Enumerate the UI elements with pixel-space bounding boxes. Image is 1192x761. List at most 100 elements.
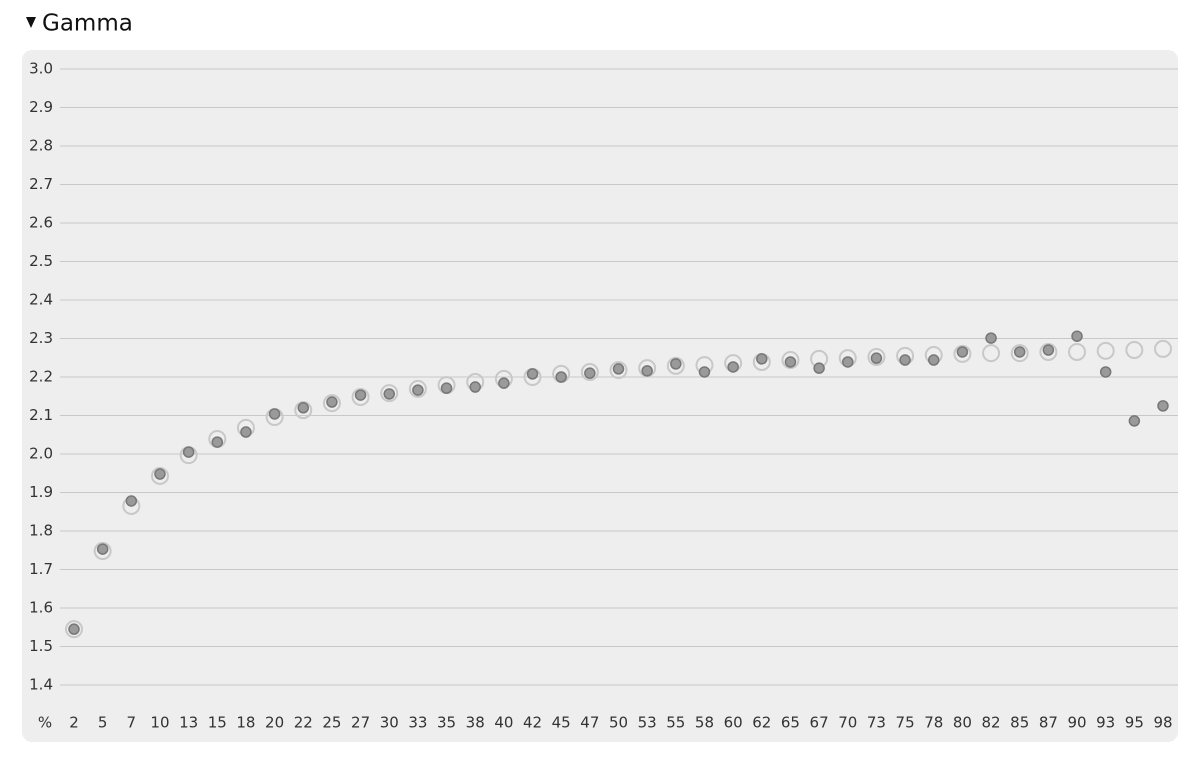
measured-point <box>727 361 739 373</box>
x-tick-label: 35 <box>437 714 456 732</box>
y-tick-label: 1.8 <box>29 522 53 540</box>
y-tick-label: 2.1 <box>29 406 53 424</box>
x-tick-label: 93 <box>1096 714 1115 732</box>
measured-point <box>240 426 252 438</box>
target-point <box>1154 339 1172 358</box>
target-point <box>93 542 112 561</box>
y-tick-label: 1.4 <box>29 676 53 694</box>
y-tick-label: 1.7 <box>29 560 53 578</box>
measured-point <box>927 354 940 366</box>
x-tick-label: 27 <box>351 714 370 732</box>
measured-point <box>584 367 596 379</box>
measured-point <box>612 363 625 375</box>
x-tick-label: 25 <box>322 714 341 732</box>
target-point <box>1125 341 1144 360</box>
x-tick-label: 87 <box>1039 714 1058 732</box>
measured-point <box>125 495 138 507</box>
measured-point <box>297 402 310 414</box>
measured-point <box>1099 366 1112 378</box>
measured-point <box>1128 415 1141 427</box>
target-point <box>781 351 800 370</box>
target-point <box>351 388 370 407</box>
measured-point <box>555 371 567 383</box>
target-point <box>982 344 1001 363</box>
x-tick-label: 70 <box>838 714 857 732</box>
x-tick-label: 20 <box>265 714 284 732</box>
x-tick-label: 98 <box>1153 714 1172 732</box>
x-tick-label: 38 <box>466 714 485 732</box>
x-tick-label: 10 <box>150 714 169 732</box>
x-tick-label: 95 <box>1125 714 1144 732</box>
measured-point <box>498 377 510 389</box>
section-title[interactable]: Gamma <box>42 11 133 37</box>
y-tick-label: 2.7 <box>29 175 53 193</box>
x-tick-label: 58 <box>695 714 714 732</box>
x-tick-label: 2 <box>69 714 79 732</box>
measured-point <box>1071 330 1083 342</box>
x-tick-label: 15 <box>208 714 227 732</box>
x-tick-label: 53 <box>638 714 657 732</box>
y-tick-label: 2.4 <box>29 291 53 309</box>
measured-point <box>526 368 539 380</box>
y-tick-label: 1.5 <box>29 637 53 655</box>
x-tick-label: 65 <box>781 714 800 732</box>
measured-point <box>182 446 195 458</box>
x-tick-label: 42 <box>523 714 542 732</box>
measured-point <box>1013 346 1026 358</box>
x-tick-label: 78 <box>924 714 943 732</box>
measured-point <box>1157 400 1169 412</box>
x-tick-label: 7 <box>127 714 137 732</box>
measured-point <box>756 353 768 365</box>
measured-point <box>440 382 453 394</box>
x-tick-label: 30 <box>380 714 399 732</box>
measured-point <box>985 332 997 344</box>
y-tick-label: 2.3 <box>29 329 53 347</box>
x-tick-label: 73 <box>867 714 886 732</box>
measured-point <box>842 356 854 368</box>
measured-point <box>211 436 224 448</box>
target-point <box>953 344 972 363</box>
x-tick-label: 75 <box>896 714 915 732</box>
measured-point <box>698 366 711 378</box>
target-point <box>322 394 341 413</box>
x-tick-label: 5 <box>98 714 108 732</box>
target-point <box>150 466 169 485</box>
target-point <box>609 361 628 380</box>
x-tick-label: 33 <box>408 714 427 732</box>
measured-point <box>784 356 797 368</box>
target-point <box>580 362 599 381</box>
x-tick-label: 40 <box>494 714 513 732</box>
measured-point <box>670 358 682 370</box>
measured-point <box>326 396 338 408</box>
y-tick-label: 2.2 <box>29 368 53 386</box>
x-tick-label: 67 <box>810 714 829 732</box>
measured-point <box>899 354 911 366</box>
x-tick-label: 47 <box>580 714 599 732</box>
measured-point <box>383 388 395 400</box>
target-point <box>380 384 399 403</box>
target-point <box>1096 341 1115 360</box>
x-tick-label: 80 <box>953 714 972 732</box>
target-point <box>666 356 685 375</box>
measured-point <box>354 389 367 401</box>
y-tick-label: 3.0 <box>29 60 53 78</box>
measured-point <box>68 623 80 635</box>
y-tick-label: 2.6 <box>29 214 53 232</box>
target-point <box>1039 342 1058 361</box>
measured-point <box>412 384 424 396</box>
measured-point <box>96 543 109 555</box>
measured-point <box>154 468 166 480</box>
y-tick-label: 2.8 <box>29 137 53 155</box>
target-point <box>1010 344 1029 363</box>
collapse-arrow[interactable] <box>26 17 36 28</box>
x-tick-label: 50 <box>609 714 628 732</box>
x-axis-label: % <box>38 714 52 732</box>
x-tick-label: 55 <box>666 714 685 732</box>
x-tick-label: 22 <box>294 714 313 732</box>
y-tick-label: 2.9 <box>29 98 53 116</box>
measured-point <box>268 408 281 420</box>
measured-point <box>956 346 969 358</box>
x-tick-label: 13 <box>179 714 198 732</box>
